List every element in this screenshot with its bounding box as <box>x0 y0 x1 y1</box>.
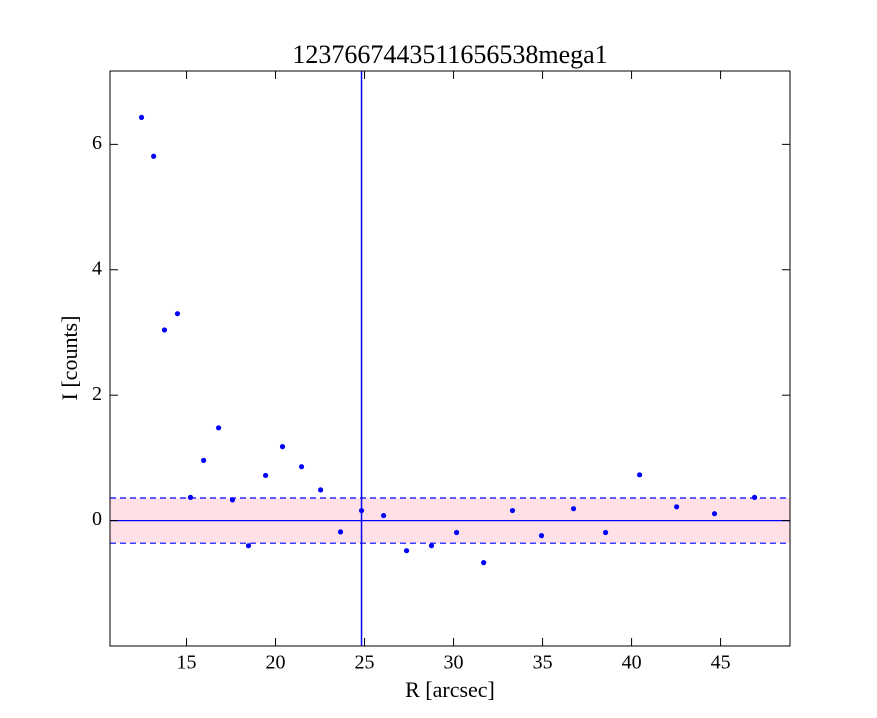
point <box>602 529 609 536</box>
y-axis-label: I [counts] <box>57 316 82 401</box>
y-tick-label: 4 <box>92 257 102 279</box>
point <box>711 511 718 517</box>
point <box>381 512 387 519</box>
point <box>151 153 157 159</box>
x-axis-label: R [arcsec] <box>405 677 495 702</box>
point <box>337 529 344 535</box>
x-tick-label: 45 <box>711 652 731 674</box>
point <box>174 311 181 317</box>
point <box>317 487 324 493</box>
y-tick-label: 0 <box>92 508 102 530</box>
point <box>570 506 577 512</box>
plot-frame <box>109 70 791 647</box>
point <box>358 507 365 514</box>
point <box>538 533 545 539</box>
point <box>751 494 758 500</box>
point <box>161 327 168 333</box>
point <box>279 443 286 450</box>
point <box>229 497 236 503</box>
point <box>245 543 252 549</box>
point <box>674 504 680 510</box>
point <box>428 543 435 549</box>
point <box>636 472 643 478</box>
point <box>262 472 269 479</box>
point <box>215 425 222 431</box>
point <box>138 114 145 121</box>
x-tick-label: 20 <box>266 652 286 674</box>
x-tick-label: 40 <box>622 652 642 674</box>
point <box>201 457 207 463</box>
point <box>453 529 460 536</box>
x-tick-label: 35 <box>533 652 553 674</box>
point <box>481 560 487 566</box>
point <box>298 464 305 470</box>
x-tick-label: 30 <box>444 652 464 674</box>
point <box>187 494 194 500</box>
chart-title: 1237667443511656538mega1 <box>292 40 607 69</box>
x-tick-label: 15 <box>177 652 197 674</box>
x-tick-label: 25 <box>355 652 375 674</box>
point <box>403 548 410 554</box>
y-tick-label: 2 <box>92 383 102 405</box>
point <box>509 507 516 514</box>
y-tick-label: 6 <box>92 132 102 154</box>
